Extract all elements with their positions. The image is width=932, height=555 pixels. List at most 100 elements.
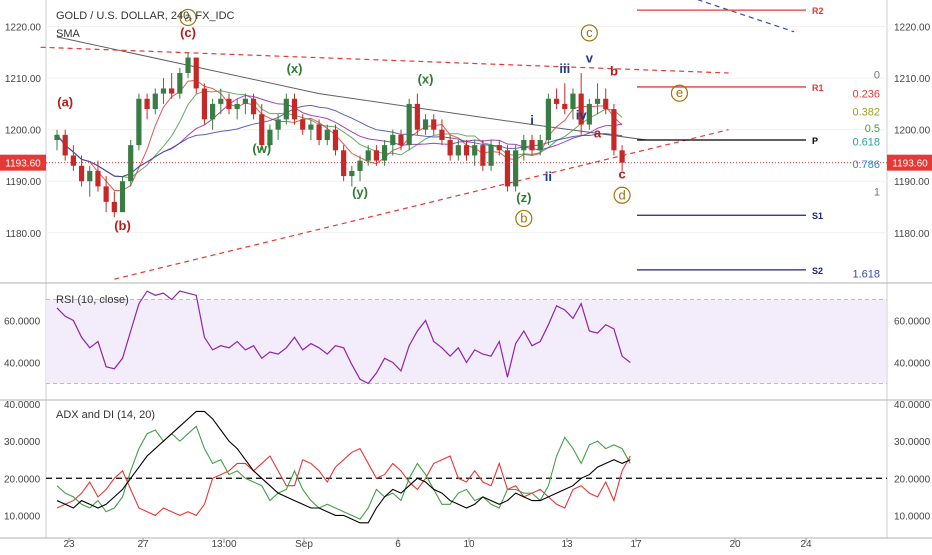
pivot-label-r1: R1 xyxy=(812,83,824,93)
candle-body xyxy=(177,73,183,94)
candle-body xyxy=(480,145,486,166)
price-tick-left: 1190.00 xyxy=(6,177,42,188)
wave-label: (w) xyxy=(252,141,271,156)
wave-label: e xyxy=(676,85,683,100)
last-price-tag-left-text: 1193.60 xyxy=(5,159,41,170)
moving-average-ma4 xyxy=(56,104,623,178)
candle-body xyxy=(193,57,199,89)
fib-label: 0.236 xyxy=(852,89,880,101)
price-tick-left: 1200.00 xyxy=(5,126,42,137)
sma-long-line xyxy=(56,36,647,141)
x-tick-label: 10 xyxy=(463,539,475,550)
pivot-label-r2: R2 xyxy=(812,6,824,16)
candle-body xyxy=(562,103,568,110)
candle-body xyxy=(455,145,461,156)
price-tick-left: 1180.00 xyxy=(6,229,42,240)
candle-body xyxy=(594,98,601,104)
candle-body xyxy=(160,88,167,94)
di-plus-line xyxy=(56,425,631,520)
wave-label-circle xyxy=(179,8,197,27)
wave-label: (z) xyxy=(516,190,531,205)
fib-label: 0.786 xyxy=(852,159,880,171)
trend-line xyxy=(696,0,795,33)
candle-body xyxy=(431,119,437,130)
x-tick-label: 13 xyxy=(561,539,573,550)
candle-body xyxy=(390,134,396,146)
wave-label: iii xyxy=(559,61,570,76)
candle-body xyxy=(210,103,216,120)
candle-body xyxy=(578,93,584,125)
moving-average-ma2 xyxy=(56,90,623,179)
adx-tick-right: 20.0000 xyxy=(894,474,931,485)
rsi-title: RSI (10, close) xyxy=(56,294,129,306)
wave-label: c xyxy=(618,167,625,182)
candle-body xyxy=(234,103,240,110)
candle-body xyxy=(275,119,281,130)
wave-label-circle xyxy=(613,186,631,204)
adx-tick-left: 30.0000 xyxy=(4,437,41,448)
price-tick-right: 1190.00 xyxy=(894,177,930,188)
candle-body xyxy=(78,165,85,182)
candle-body xyxy=(341,150,347,177)
candle-body xyxy=(439,129,445,140)
moving-average-ma1 xyxy=(56,79,623,192)
candle-body xyxy=(152,93,158,110)
x-tick-label: 24 xyxy=(800,539,812,550)
x-tick-label: 20 xyxy=(729,539,741,550)
candle-body xyxy=(169,88,175,94)
rsi-line xyxy=(56,290,631,385)
candle-body xyxy=(226,98,232,110)
candle-body xyxy=(570,93,576,110)
wave-label-circle xyxy=(580,24,598,42)
wave-label: (b) xyxy=(114,218,131,233)
chart-title: GOLD / U.S. DOLLAR, 240, FX_IDC xyxy=(56,10,235,22)
candle-body xyxy=(349,170,355,177)
candle-body xyxy=(267,129,273,146)
wave-label: a xyxy=(594,125,602,140)
x-tick-label: Sep xyxy=(295,539,313,550)
candle-body xyxy=(111,201,117,213)
candle-body xyxy=(103,186,109,202)
candle-body xyxy=(316,124,322,140)
last-price-tag-left xyxy=(0,154,46,171)
wave-label: i xyxy=(530,113,534,128)
candle-body xyxy=(128,145,134,182)
candle-body xyxy=(144,98,150,110)
candle-body xyxy=(54,134,60,140)
wave-label: b xyxy=(610,64,618,79)
di-minus-line xyxy=(56,447,631,517)
candle-body xyxy=(201,88,208,120)
candle-body xyxy=(496,145,502,151)
adx-tick-right: 40.0000 xyxy=(894,400,931,411)
adx-title: ADX and DI (14, 20) xyxy=(56,409,156,421)
x-tick-label: 27 xyxy=(137,539,149,550)
rsi-tick-left: 40.0000 xyxy=(4,359,41,370)
candle-body xyxy=(308,124,314,130)
price-tick-right: 1180.00 xyxy=(894,229,930,240)
trend-line xyxy=(40,46,729,74)
candle-body xyxy=(185,57,191,73)
price-tick-right: 1200.00 xyxy=(894,126,931,137)
candle-body xyxy=(529,140,535,151)
candle-body xyxy=(521,140,527,151)
wave-label: v xyxy=(586,51,594,66)
candle-body xyxy=(242,98,248,104)
candle-body xyxy=(136,98,142,146)
candle-body xyxy=(250,98,257,115)
x-tick-label: 17 xyxy=(630,539,642,550)
candle-body xyxy=(537,140,543,151)
fib-label: 0 xyxy=(874,70,880,82)
candle-body xyxy=(259,114,265,146)
price-tick-right: 1210.00 xyxy=(894,74,931,85)
trend-line xyxy=(114,129,729,280)
rsi-band xyxy=(46,299,886,384)
pivot-label-p: P xyxy=(812,136,818,146)
candle-body xyxy=(373,150,380,161)
wave-label: (c) xyxy=(180,25,196,40)
candle-body xyxy=(513,150,519,187)
candle-body xyxy=(488,145,494,166)
x-tick-label: 13:00 xyxy=(211,539,236,550)
candle-body xyxy=(95,170,101,187)
